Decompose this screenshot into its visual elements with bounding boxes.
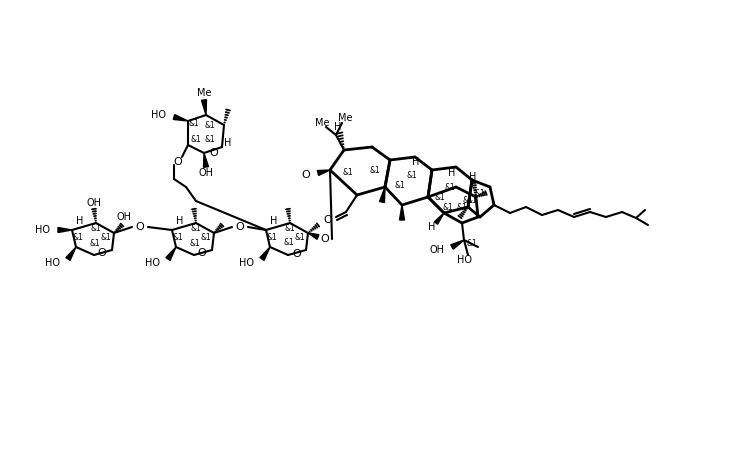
Polygon shape (201, 100, 207, 115)
Text: O: O (324, 215, 333, 225)
Text: &1: &1 (395, 180, 405, 190)
Text: O: O (292, 249, 301, 259)
Text: H: H (413, 157, 420, 167)
Text: O: O (236, 222, 245, 232)
Text: HO: HO (457, 255, 472, 265)
Polygon shape (204, 153, 208, 167)
Text: &1: &1 (467, 239, 477, 247)
Text: O: O (174, 157, 182, 167)
Polygon shape (317, 170, 330, 175)
Text: &1: &1 (442, 202, 454, 212)
Text: Me: Me (315, 118, 329, 128)
Text: &1: &1 (189, 119, 199, 127)
Polygon shape (308, 233, 319, 239)
Text: Me: Me (197, 88, 211, 98)
Text: &1: &1 (474, 188, 486, 198)
Text: Me: Me (338, 113, 352, 123)
Text: HO: HO (35, 225, 50, 235)
Text: &1: &1 (463, 195, 474, 205)
Text: &1: &1 (342, 167, 354, 177)
Text: &1: &1 (369, 166, 380, 174)
Text: OH: OH (116, 212, 131, 222)
Text: &1: &1 (204, 134, 216, 144)
Polygon shape (380, 187, 385, 202)
Polygon shape (166, 247, 176, 260)
Text: &1: &1 (266, 232, 278, 241)
Text: &1: &1 (90, 239, 101, 247)
Text: OH: OH (429, 245, 444, 255)
Text: O: O (321, 234, 330, 244)
Text: &1: &1 (72, 232, 84, 241)
Text: H: H (176, 216, 184, 226)
Text: &1: &1 (204, 120, 216, 129)
Text: &1: &1 (285, 224, 295, 232)
Polygon shape (66, 247, 76, 260)
Polygon shape (260, 247, 270, 260)
Text: &1: &1 (90, 224, 101, 232)
Text: H: H (76, 216, 84, 226)
Text: &1: &1 (445, 182, 455, 192)
Text: &1: &1 (189, 239, 201, 247)
Text: O: O (136, 222, 145, 232)
Text: &1: &1 (435, 193, 445, 201)
Text: O: O (210, 148, 219, 158)
Polygon shape (451, 240, 464, 249)
Text: H: H (448, 168, 456, 178)
Polygon shape (173, 114, 188, 121)
Text: &1: &1 (457, 202, 468, 212)
Text: &1: &1 (467, 195, 477, 205)
Text: HO: HO (239, 258, 254, 268)
Text: O: O (301, 170, 310, 180)
Text: &1: &1 (295, 232, 305, 241)
Text: &1: &1 (407, 171, 417, 179)
Text: H: H (225, 138, 232, 148)
Text: OH: OH (87, 198, 101, 208)
Text: HO: HO (151, 110, 166, 120)
Polygon shape (58, 227, 72, 232)
Text: H: H (428, 222, 436, 232)
Polygon shape (434, 213, 444, 224)
Text: &1: &1 (201, 232, 211, 241)
Polygon shape (400, 205, 404, 220)
Text: &1: &1 (172, 232, 184, 241)
Text: O: O (198, 248, 207, 258)
Text: H: H (469, 172, 477, 182)
Text: &1: &1 (283, 238, 295, 246)
Text: OH: OH (198, 168, 213, 178)
Text: HO: HO (45, 258, 60, 268)
Text: O: O (98, 248, 107, 258)
Text: &1: &1 (191, 134, 201, 144)
Text: H: H (334, 122, 342, 132)
Text: HO: HO (145, 258, 160, 268)
Text: &1: &1 (101, 232, 111, 241)
Text: H: H (270, 216, 278, 226)
Text: &1: &1 (191, 224, 201, 232)
